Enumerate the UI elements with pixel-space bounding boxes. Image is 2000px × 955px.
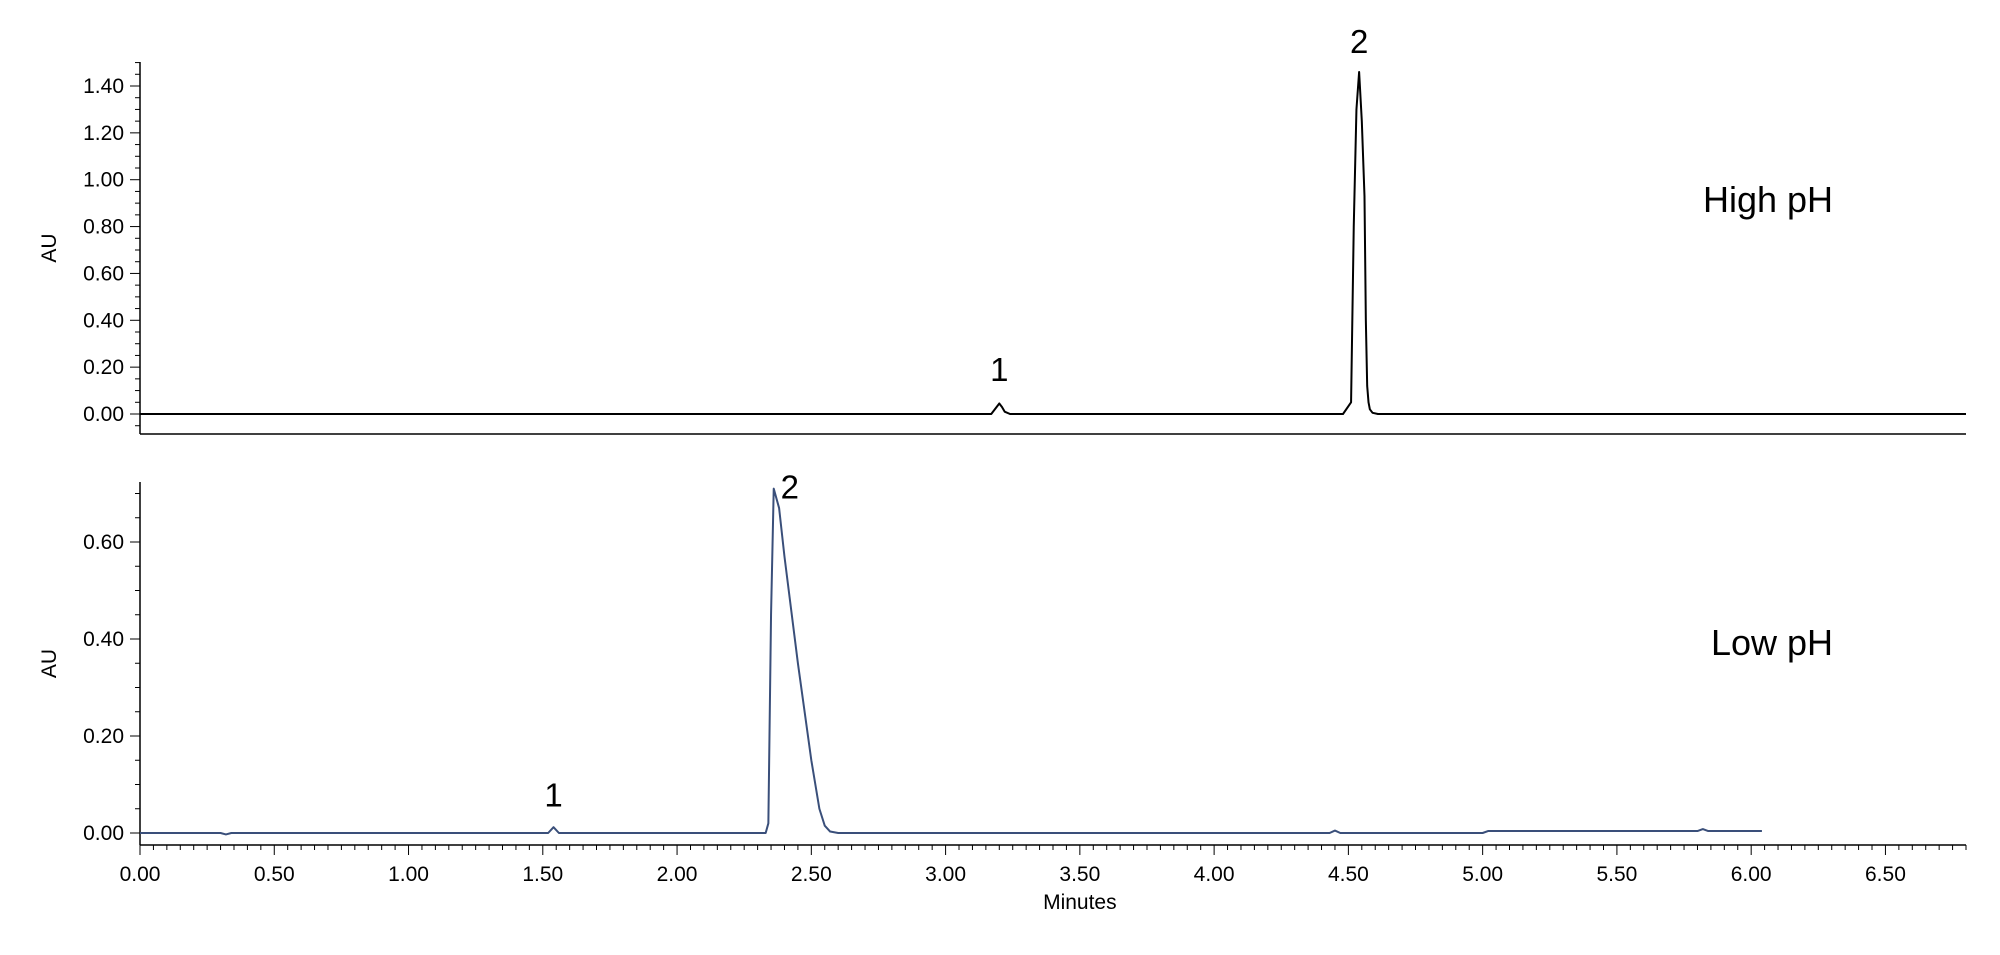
y-axis-title: AU [38,233,61,262]
y-tick-label: 0.60 [83,262,124,285]
x-tick-label: 2.00 [657,863,698,886]
y-axis-title: AU [38,649,61,678]
peak-label: 2 [1350,23,1368,60]
peak-label: 1 [544,776,562,813]
y-tick-label: 0.00 [83,403,124,426]
y-tick-label: 0.20 [83,725,124,748]
x-tick-label: 6.50 [1865,863,1906,886]
y-tick-label: 1.20 [83,122,124,145]
x-axis-title: Minutes [1043,891,1117,914]
x-tick-label: 5.00 [1462,863,1503,886]
panel-label: Low pH [1711,622,1833,663]
x-tick-label: 3.50 [1059,863,1100,886]
y-tick-label: 0.20 [83,356,124,379]
x-tick-label: 1.50 [522,863,563,886]
x-tick-label: 2.50 [791,863,832,886]
y-tick-label: 1.40 [83,75,124,98]
chromatogram-trace [140,70,1966,415]
x-tick-label: 0.50 [254,863,295,886]
x-tick-label: 1.00 [388,863,429,886]
chromatogram-trace [140,487,1762,836]
y-tick-label: 0.00 [83,822,124,845]
y-tick-label: 0.80 [83,216,124,239]
x-tick-label: 4.00 [1194,863,1235,886]
x-tick-label: 0.00 [120,863,161,886]
x-tick-label: 4.50 [1328,863,1369,886]
x-tick-label: 3.00 [925,863,966,886]
panel-label: High pH [1703,179,1833,220]
y-tick-label: 1.00 [83,169,124,192]
x-tick-label: 5.50 [1596,863,1637,886]
y-tick-label: 0.60 [83,531,124,554]
x-tick-label: 6.00 [1731,863,1772,886]
peak-label: 1 [990,351,1008,388]
panel-low-ph: 0.00 0.20 0.40 0.60 AU 0.00 0.50 1.00 1.50 2.00 2.… [38,468,1967,914]
y-tick-label: 0.40 [83,309,124,332]
peak-label: 2 [781,468,799,505]
y-tick-label: 0.40 [83,628,124,651]
panel-high-ph: 0.00 0.20 0.40 0.60 0.80 1.00 1.20 1.40 AU 1 2 High… [38,23,1966,435]
